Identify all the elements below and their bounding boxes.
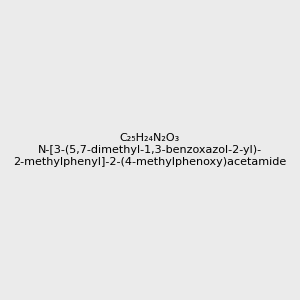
- Text: C₂₅H₂₄N₂O₃
N-[3-(5,7-dimethyl-1,3-benzoxazol-2-yl)-
2-methylphenyl]-2-(4-methylp: C₂₅H₂₄N₂O₃ N-[3-(5,7-dimethyl-1,3-benzox…: [14, 134, 286, 166]
